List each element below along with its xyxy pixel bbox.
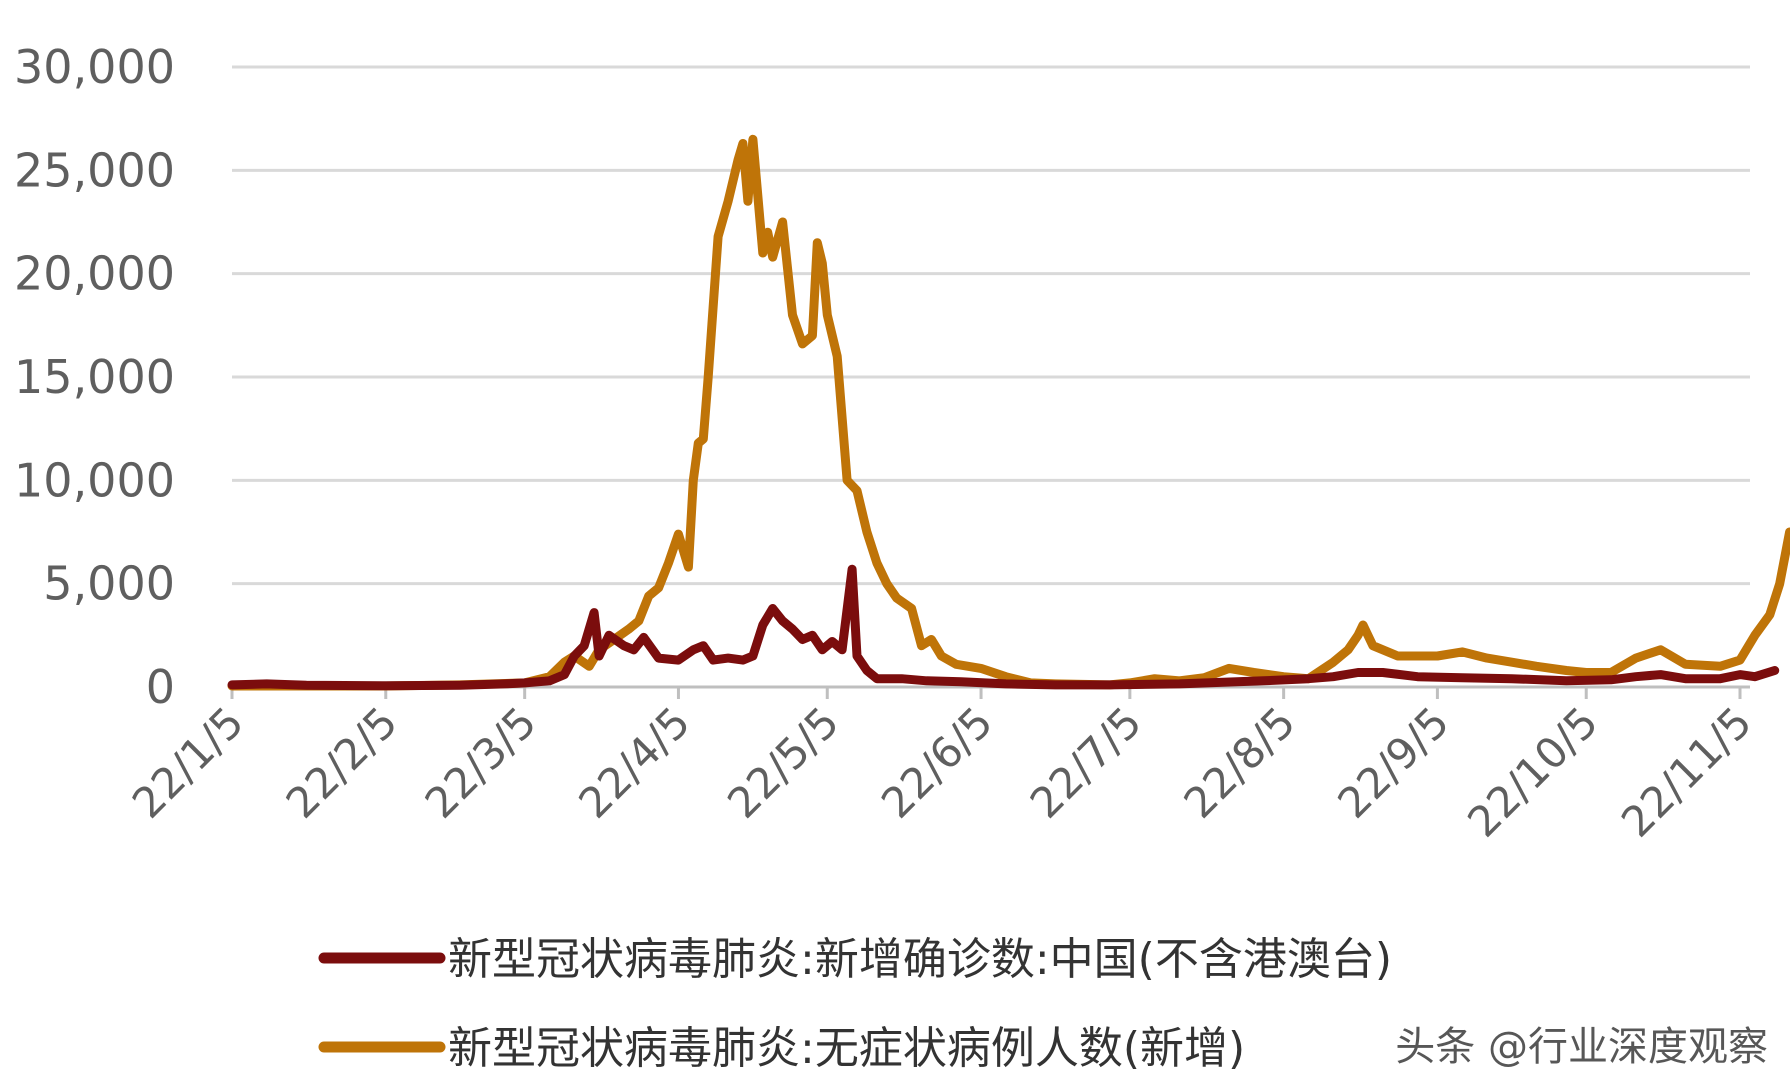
x-tick-label: 22/9/5 xyxy=(1328,697,1458,827)
x-tick-label: 22/11/5 xyxy=(1612,697,1761,846)
x-tick-label: 22/6/5 xyxy=(872,697,1002,827)
x-tick-label: 22/2/5 xyxy=(277,697,407,827)
grid xyxy=(232,65,1750,586)
x-tick-label: 22/7/5 xyxy=(1021,697,1151,827)
x-tick-label: 22/4/5 xyxy=(569,697,699,827)
x-tick-label: 22/5/5 xyxy=(718,697,848,827)
legend-label-confirmed: 新型冠状病毒肺炎:新增确诊数:中国(不含港澳台) xyxy=(448,934,1392,985)
y-axis: 30,000 25,000 20,000 15,000 10,000 5,000 0 xyxy=(14,40,175,714)
watermark-text: 头条 @行业深度观察 xyxy=(1395,1024,1768,1070)
series-line-confirmed xyxy=(227,564,1780,691)
legend-item-confirmed: 新型冠状病毒肺炎:新增确诊数:中国(不含港澳台) xyxy=(318,934,1392,985)
x-tick-label: 22/10/5 xyxy=(1458,697,1607,846)
y-tick-label: 25,000 xyxy=(14,143,175,197)
legend-label-asymptomatic: 新型冠状病毒肺炎:无症状病例人数(新增) xyxy=(448,1023,1245,1074)
y-tick-label: 20,000 xyxy=(14,247,175,301)
y-tick-label: 0 xyxy=(146,660,175,714)
x-axis: 22/1/5 22/2/5 22/3/5 22/4/5 22/5/5 22/6/5 22/7… xyxy=(123,685,1761,847)
x-tick-label: 22/3/5 xyxy=(416,697,546,827)
x-tick-label: 22/8/5 xyxy=(1174,697,1304,827)
series-line-asymptomatic xyxy=(227,134,1790,691)
y-tick-label: 15,000 xyxy=(14,350,175,404)
legend-item-asymptomatic: 新型冠状病毒肺炎:无症状病例人数(新增) xyxy=(318,1023,1245,1074)
series-layer xyxy=(227,134,1790,691)
y-tick-label: 10,000 xyxy=(14,453,175,507)
y-tick-label: 5,000 xyxy=(43,557,175,611)
x-tick-label: 22/1/5 xyxy=(123,697,253,827)
y-tick-label: 30,000 xyxy=(14,40,175,94)
legend: 新型冠状病毒肺炎:新增确诊数:中国(不含港澳台) 新型冠状病毒肺炎:无症状病例人… xyxy=(318,934,1392,1074)
